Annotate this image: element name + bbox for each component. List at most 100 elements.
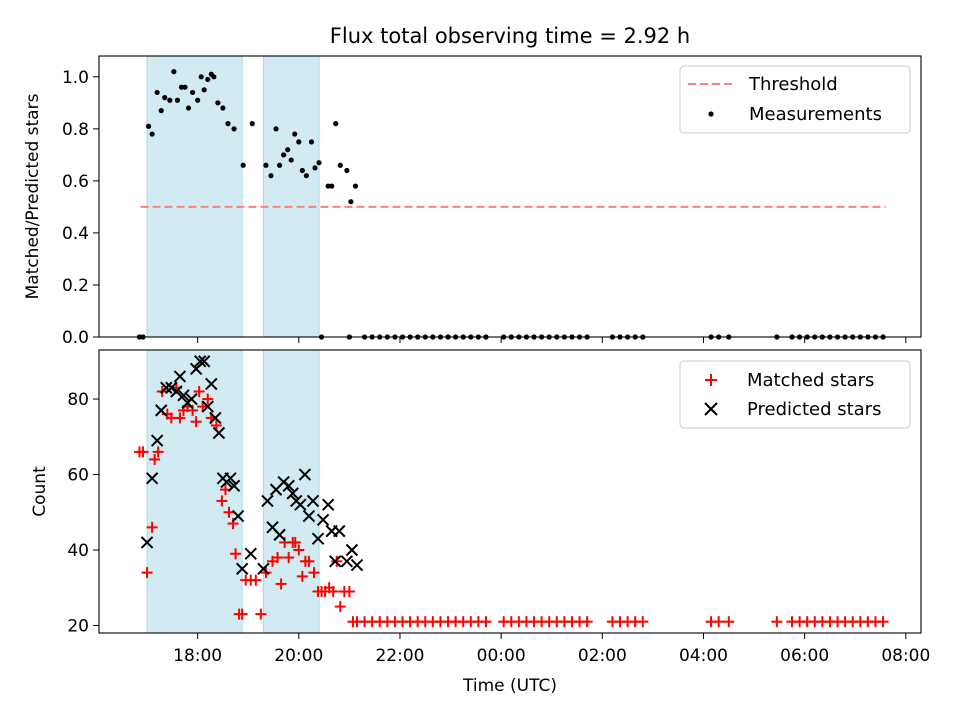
top-axes-frame — [98, 55, 922, 338]
measurement-point — [333, 121, 339, 127]
matched-star-point — [771, 616, 783, 628]
x-tick-label: 00:00 — [477, 646, 526, 666]
matched-star-point — [293, 544, 305, 556]
matched-star-point — [713, 616, 725, 628]
measurement-point — [220, 105, 226, 111]
predicted-star-point — [185, 392, 198, 406]
measurement-point — [288, 157, 294, 163]
predicted-star-point — [345, 543, 359, 557]
predicted-star-point — [177, 389, 190, 402]
predicted-star-point — [311, 532, 325, 545]
measurement-point — [149, 131, 155, 137]
legend-measurements-swatch — [708, 111, 714, 117]
measurement-point — [240, 162, 246, 168]
matched-stars-points — [133, 382, 889, 628]
matched-star-point — [202, 393, 214, 405]
x-tick-label: 20:00 — [274, 646, 323, 666]
matched-star-point — [193, 386, 205, 398]
predicted-star-point — [333, 524, 346, 538]
measurement-point — [198, 74, 204, 80]
y-tick-label: 0.8 — [62, 120, 89, 140]
predicted-star-point — [329, 555, 342, 568]
y-tick-label: 1.0 — [62, 68, 89, 88]
matched-star-point — [723, 616, 735, 628]
x-tick-label: 18:00 — [173, 646, 222, 666]
matched-star-point — [581, 616, 593, 628]
predicted-star-point — [140, 536, 154, 549]
shaded-interval — [146, 55, 243, 338]
bottom-y-axis-label: Count — [30, 466, 50, 517]
predicted-star-point — [302, 509, 316, 523]
matched-star-point — [236, 608, 248, 620]
predicted-star-point — [224, 472, 237, 485]
y-tick-label: 0.0 — [62, 328, 89, 348]
predicted-star-point — [286, 487, 299, 500]
matched-star-point — [308, 567, 320, 579]
top-panel: 0.0 0.2 0.4 0.6 0.8 1.0 Matched/Predicted sta… — [23, 55, 922, 348]
x-axis-label: Time (UTC) — [462, 676, 557, 696]
measurement-point — [185, 105, 192, 111]
measurement-point — [312, 165, 318, 171]
measurement-point — [268, 173, 274, 179]
matched-star-point — [637, 616, 649, 628]
measurement-point — [189, 89, 196, 96]
predicted-star-point — [170, 385, 183, 398]
predicted-star-point — [201, 400, 214, 413]
measurement-point — [174, 97, 181, 103]
matched-star-point — [327, 585, 339, 597]
measurement-point — [348, 199, 354, 205]
predicted-star-point — [294, 498, 307, 511]
measurement-point — [285, 147, 291, 153]
matched-star-point — [343, 585, 355, 597]
y-tick-label: 40 — [67, 541, 89, 561]
chart-title: Flux total observing time = 2.92 h — [330, 24, 690, 48]
measurement-point — [215, 100, 221, 106]
measurement-point — [145, 123, 152, 129]
x-tick-label: 22:00 — [375, 646, 424, 666]
predicted-star-point — [160, 381, 173, 394]
predicted-star-point — [235, 562, 249, 576]
predicted-star-point — [145, 472, 159, 485]
y-tick-label: 0.2 — [62, 276, 89, 296]
y-tick-label: 60 — [67, 466, 89, 486]
matched-star-point — [334, 601, 346, 613]
measurement-point — [225, 121, 231, 127]
measurement-point — [195, 97, 201, 103]
x-tick-label: 08:00 — [881, 646, 930, 666]
matched-star-point — [174, 412, 186, 424]
bottom-panel: 20 40 60 80 18:00 20:00 22:00 00:00 02:00 04:00 0… — [30, 349, 930, 696]
predicted-star-point — [350, 558, 364, 572]
measurement-point — [337, 162, 343, 168]
measurement-point — [308, 139, 315, 145]
measurement-point — [296, 139, 302, 145]
x-tick-label: 06:00 — [780, 646, 829, 666]
measurement-point — [263, 162, 269, 168]
matched-star-point — [223, 506, 235, 518]
legend-measurements-label: Measurements — [749, 104, 882, 125]
legend-threshold-label: Threshold — [748, 74, 838, 95]
predicted-star-point — [193, 355, 207, 368]
predicted-star-point — [198, 355, 211, 368]
measurement-point — [171, 69, 177, 75]
measurement-point — [201, 87, 207, 93]
predicted-star-point — [155, 404, 168, 417]
measurement-point — [167, 97, 173, 103]
matched-star-point — [250, 574, 262, 586]
predicted-star-point — [173, 370, 187, 383]
matched-star-point — [216, 495, 228, 507]
matched-star-point — [137, 446, 149, 458]
predicted-star-point — [273, 528, 286, 542]
predicted-star-point — [321, 498, 335, 511]
predicted-star-point — [340, 555, 354, 568]
measurement-point — [249, 121, 255, 127]
predicted-star-point — [298, 468, 312, 481]
measurement-point — [162, 95, 168, 101]
predicted-star-point — [227, 479, 241, 493]
top-y-ticks: 0.0 0.2 0.4 0.6 0.8 1.0 — [62, 68, 99, 348]
matched-star-point — [146, 521, 158, 533]
matched-star-point — [255, 608, 267, 620]
matched-star-point — [289, 536, 301, 548]
y-tick-label: 0.6 — [62, 172, 89, 192]
matched-star-point — [480, 616, 492, 628]
